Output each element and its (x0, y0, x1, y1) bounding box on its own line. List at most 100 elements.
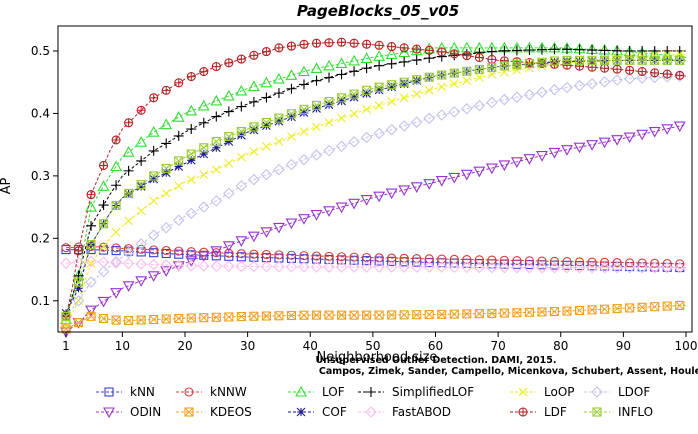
data-point-inflo (524, 58, 534, 69)
legend-label-simplifiedlof: SimplifiedLOF (392, 385, 474, 399)
data-point-ldof (573, 79, 586, 92)
data-point-kdeos (574, 305, 585, 316)
data-point-fastabod (235, 260, 248, 273)
data-point-cof (575, 56, 584, 66)
data-point-simplifiedlof (336, 69, 347, 80)
series-knnw (61, 241, 687, 269)
data-point-simplifiedlof (111, 180, 122, 191)
data-point-cof (337, 96, 346, 106)
data-point-loop (337, 113, 346, 123)
data-point-knnw (224, 248, 234, 258)
data-point-odin (536, 151, 548, 162)
x-tick-label: 20 (177, 339, 192, 353)
data-point-fastabod (435, 261, 448, 273)
data-point-fastabod (72, 256, 85, 269)
data-point-odin (573, 142, 586, 154)
x-axis-label: Neighborhood size (317, 350, 438, 365)
legend-item-knn: kNN (96, 385, 155, 399)
data-point-lof (172, 111, 185, 122)
data-point-lof (135, 136, 148, 147)
data-point-fastabod (448, 261, 461, 274)
legend-item-inflo: INFLO (584, 405, 653, 419)
data-point-ldof (473, 99, 486, 112)
legend-label-knnw: kNNW (210, 385, 247, 399)
data-point-fastabod (97, 256, 110, 268)
legend-symbol-knnw (184, 387, 194, 397)
data-point-fastabod (661, 261, 673, 274)
data-point-loop (111, 227, 121, 237)
data-point-loop (274, 137, 284, 146)
data-point-odin (598, 137, 611, 149)
data-point-odin (210, 246, 223, 257)
data-point-ldf (236, 54, 246, 64)
legend: kNN kNNW LOF SimplifiedLOF LoOP LDOF ODIN KDEOS… (96, 385, 653, 419)
data-point-knnw (437, 254, 447, 264)
x-tick-label: 10 (115, 339, 130, 353)
data-point-knn (474, 259, 484, 269)
x-tick-label: 60 (428, 339, 443, 353)
data-point-simplifiedlof (511, 45, 522, 56)
data-point-odin (485, 163, 498, 175)
data-point-odin (360, 195, 373, 206)
data-point-knn (399, 257, 409, 267)
data-point-ldof (97, 265, 110, 278)
data-point-knnw (149, 245, 159, 255)
data-point-odin (623, 132, 636, 144)
data-point-knnw (675, 259, 685, 269)
data-point-lof (260, 76, 273, 88)
data-point-knn (424, 257, 434, 268)
data-point-cof (199, 149, 209, 159)
data-point-inflo (224, 131, 234, 142)
y-tick-label: 0.5 (31, 44, 50, 58)
y-tick-label: 0.2 (31, 231, 50, 245)
data-point-ldf (274, 43, 284, 53)
data-point-odin (222, 241, 235, 252)
data-point-inflo (86, 240, 96, 250)
data-point-lof (285, 69, 298, 80)
data-point-loop (387, 97, 397, 106)
data-point-odin (235, 236, 248, 247)
data-point-knnw (349, 252, 359, 262)
data-point-ldof (223, 187, 235, 200)
x-tick-label: 100 (675, 339, 698, 353)
data-point-kdeos (73, 318, 84, 328)
data-point-ldf (86, 190, 96, 200)
data-point-lof (185, 104, 198, 116)
data-point-ldf (462, 51, 472, 61)
legend-item-fastabod: FastABOD (358, 405, 451, 419)
data-point-kdeos (261, 311, 271, 321)
data-point-knn (211, 251, 221, 261)
data-point-ldf (437, 47, 447, 57)
data-point-fastabod (423, 261, 436, 273)
data-point-simplifiedlof (574, 44, 585, 55)
data-point-ldf (600, 63, 610, 73)
data-point-odin (498, 160, 511, 172)
y-axis-label: AP (0, 177, 14, 194)
data-point-inflo (362, 85, 372, 95)
data-point-inflo (612, 55, 622, 65)
data-point-ldof (85, 276, 97, 288)
data-point-cof (136, 182, 146, 191)
y-tick-label: 0.1 (31, 294, 50, 308)
data-point-inflo (474, 64, 484, 74)
x-tick-label: 40 (303, 339, 318, 353)
data-point-ldof (548, 83, 561, 96)
data-point-ldf (675, 70, 685, 80)
data-point-kdeos (512, 308, 522, 318)
data-point-knnw (111, 243, 121, 253)
data-point-knnw (261, 249, 271, 260)
data-point-ldof (636, 72, 648, 84)
data-point-simplifiedlof (186, 124, 197, 135)
data-point-ldof (661, 71, 673, 83)
data-point-cof (374, 85, 384, 95)
data-point-knnw (637, 258, 647, 268)
data-point-ldf (349, 38, 359, 48)
data-point-fastabod (248, 260, 260, 273)
data-point-cof (324, 100, 334, 110)
data-point-knn (111, 246, 121, 256)
data-point-ldof (122, 246, 135, 259)
data-point-kdeos (587, 305, 597, 315)
data-point-loop (412, 89, 422, 99)
data-point-kdeos (99, 313, 109, 324)
